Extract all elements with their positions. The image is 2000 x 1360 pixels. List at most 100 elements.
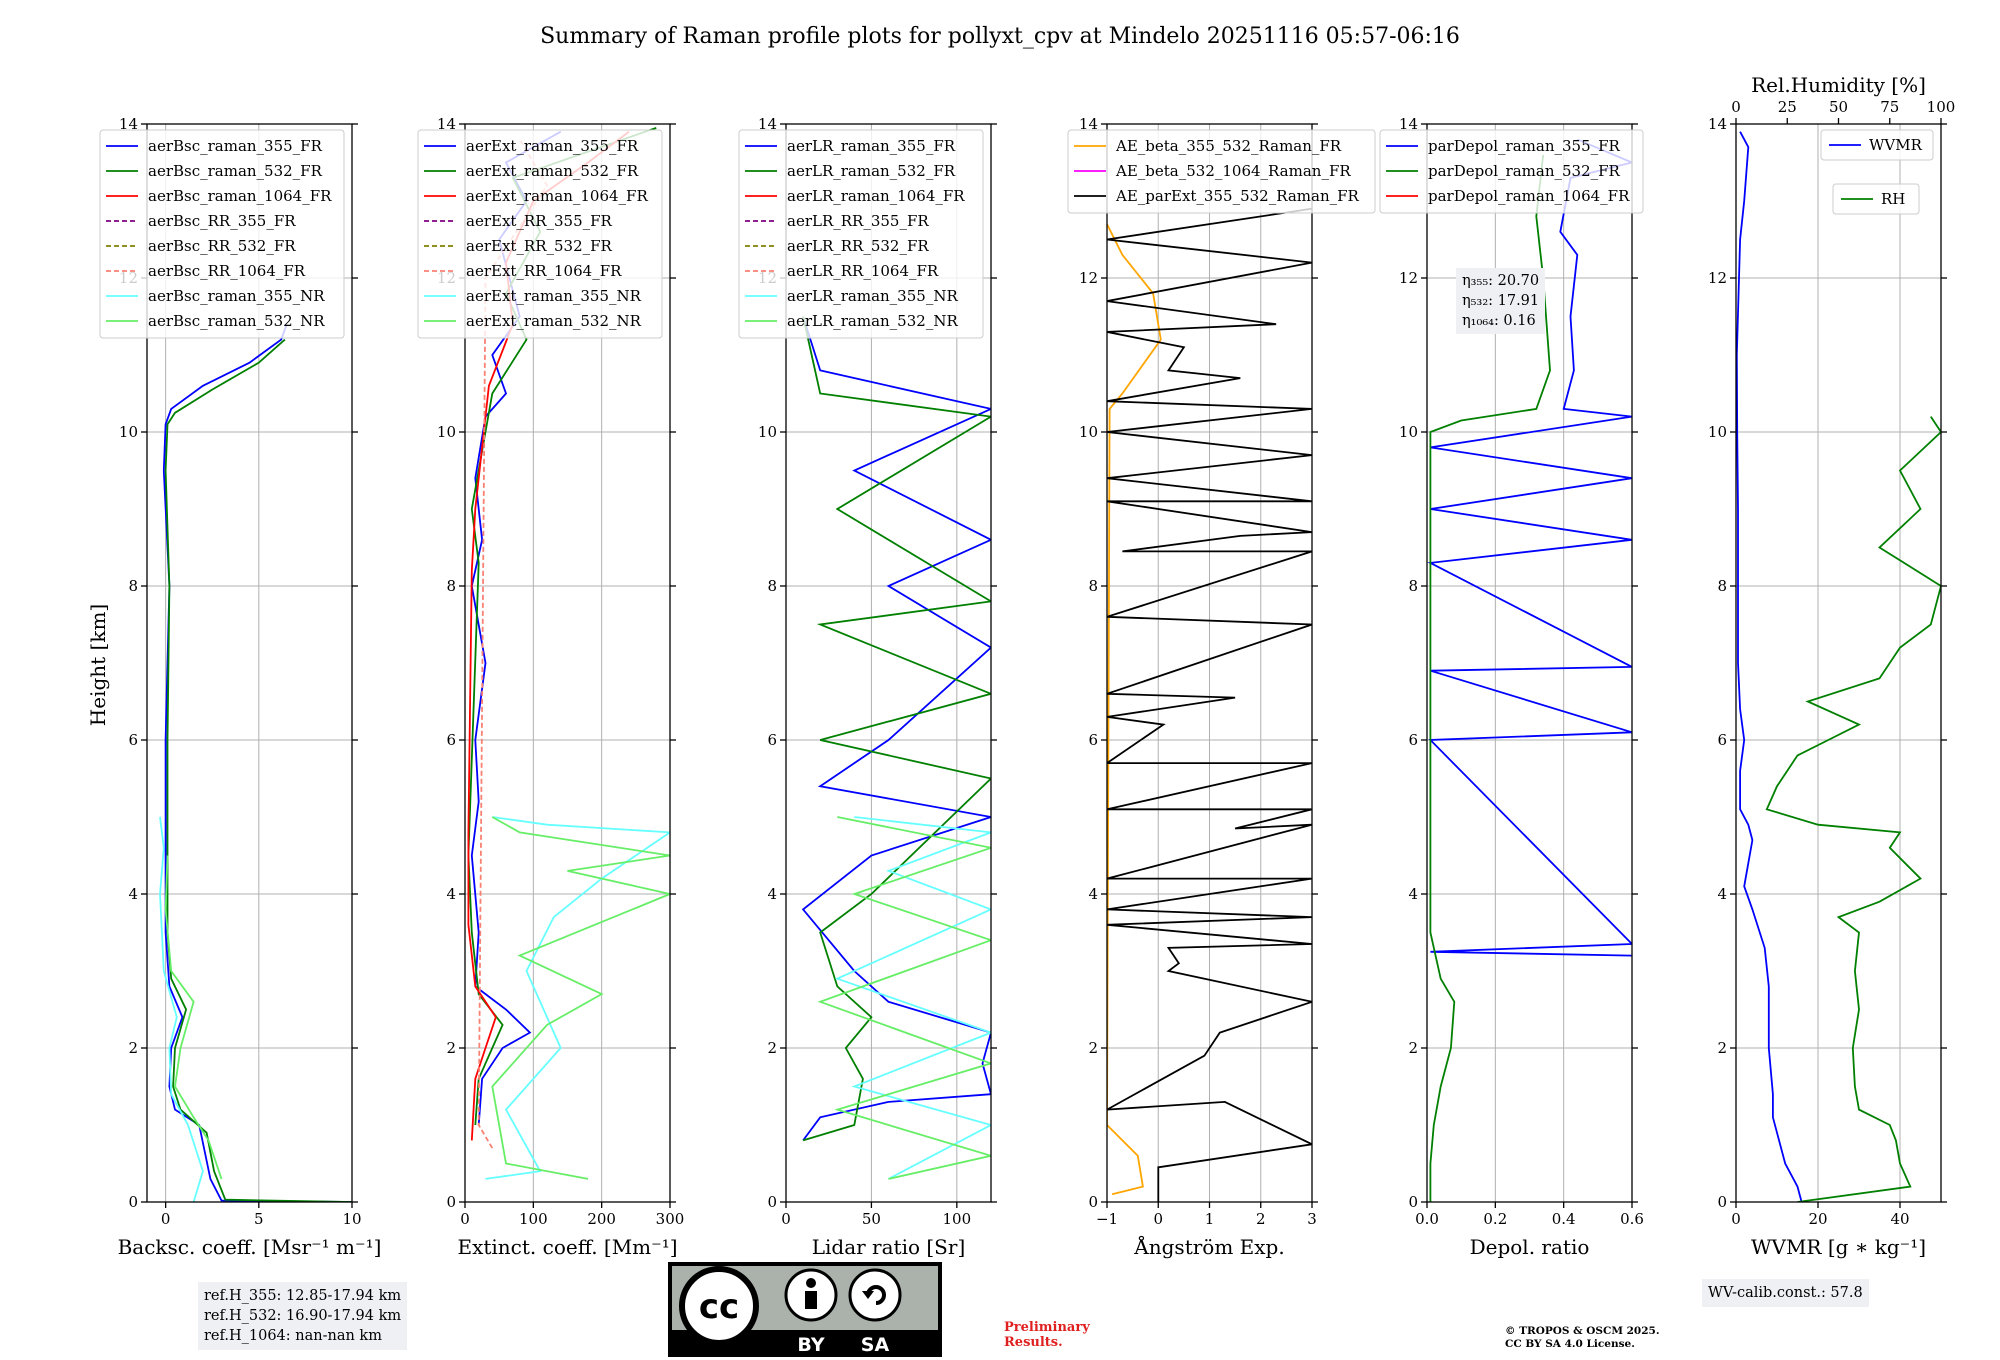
y-tick-label: 8 xyxy=(1088,577,1098,595)
panel-frame xyxy=(1426,123,1633,1203)
panel-backscatter: 024681012140510Backsc. coeff. [Msr⁻¹ m⁻¹… xyxy=(99,115,382,1259)
y-tick-label: 6 xyxy=(1408,731,1418,749)
x-axis-label: Backsc. coeff. [Msr⁻¹ m⁻¹] xyxy=(118,1235,382,1259)
legend-box xyxy=(99,129,345,339)
y-tick-label: 6 xyxy=(1088,731,1098,749)
legend-label: aerLR_RR_355_FR xyxy=(787,212,929,230)
legend-label: aerLR_raman_355_NR xyxy=(787,287,958,305)
series-group xyxy=(159,323,352,1202)
legend-label: parDepol_raman_1064_FR xyxy=(1428,187,1630,205)
y-tick-label: 2 xyxy=(128,1039,138,1057)
y-tick-label: 0 xyxy=(446,1193,456,1211)
eta-532: η₅₃₂: 17.91 xyxy=(1462,293,1540,309)
x-tick-label: 0 xyxy=(1731,1210,1741,1228)
x-tick-label: 2 xyxy=(1256,1210,1266,1228)
figure-title: Summary of Raman profile plots for polly… xyxy=(540,24,1460,49)
y-tick-label: 8 xyxy=(1717,577,1727,595)
y-tick-label: 0 xyxy=(1717,1193,1727,1211)
y-tick-label: 4 xyxy=(128,885,138,903)
legend-label: aerBsc_raman_355_NR xyxy=(148,287,325,305)
legend-box xyxy=(417,129,663,339)
x-axis-label: WVMR [g ∗ kg⁻¹] xyxy=(1751,1235,1926,1259)
legend-label: aerLR_raman_1064_FR xyxy=(787,187,965,205)
y-tick-label: 6 xyxy=(446,731,456,749)
legend-label: AE_parExt_355_532_Raman_FR xyxy=(1115,187,1360,205)
y-tick-label: 4 xyxy=(446,885,456,903)
y-tick-label: 14 xyxy=(437,115,456,133)
y-tick-label: 12 xyxy=(1079,269,1098,287)
y-tick-label: 0 xyxy=(1408,1193,1418,1211)
y-tick-label: 10 xyxy=(1079,423,1098,441)
legend-label: aerLR_raman_355_FR xyxy=(787,137,956,155)
preliminary-note: Preliminary Results. xyxy=(1004,1320,1090,1350)
series-line-RH xyxy=(1765,416,1941,1202)
sa-share-icon xyxy=(848,1268,902,1322)
x-tick-label: 0 xyxy=(1153,1210,1163,1228)
y-tick-label: 14 xyxy=(1079,115,1098,133)
x-top-tick-label: 50 xyxy=(1829,98,1848,116)
legend-label-rh: RH xyxy=(1881,190,1905,208)
y-axis-label: Height [km] xyxy=(86,604,110,726)
legend-label: aerLR_RR_1064_FR xyxy=(787,262,939,280)
legend-label: parDepol_raman_532_FR xyxy=(1428,162,1621,180)
y-tick-label: 0 xyxy=(128,1193,138,1211)
legend-box xyxy=(1832,183,1920,215)
y-tick-label: 4 xyxy=(1717,885,1727,903)
y-tick-label: 6 xyxy=(128,731,138,749)
y-tick-label: 14 xyxy=(1708,115,1727,133)
series-line-aerLR_raman_355_NR xyxy=(834,816,991,1180)
x-tick-label: 0 xyxy=(460,1210,470,1228)
wv-calibration-box: WV-calib.const.: 57.8 xyxy=(1702,1279,1869,1307)
y-tick-label: 2 xyxy=(1088,1039,1098,1057)
x-tick-label: 20 xyxy=(1808,1210,1827,1228)
x-tick-label: 40 xyxy=(1890,1210,1909,1228)
copyright-note: © TROPOS & OSCM 2025. CC BY SA 4.0 Licen… xyxy=(1505,1325,1660,1350)
panel-frame xyxy=(464,123,671,1203)
series-line-aerExt_raman_532_NR xyxy=(491,816,670,1180)
y-tick-label: 10 xyxy=(437,423,456,441)
legend-label: aerExt_RR_1064_FR xyxy=(466,262,622,280)
x-tick-label: 1 xyxy=(1205,1210,1215,1228)
series-group xyxy=(1427,138,1632,1202)
legend-lidar_ratio: aerLR_raman_355_FR aerLR_raman_532_FR aerL… xyxy=(738,129,984,339)
x-top-tick-label: 100 xyxy=(1927,98,1956,116)
legend-label: aerBsc_RR_532_FR xyxy=(148,237,296,255)
x-axis-label: Lidar ratio [Sr] xyxy=(812,1235,966,1259)
x-tick-label: 0.0 xyxy=(1415,1210,1439,1228)
x-tick-label: 3 xyxy=(1307,1210,1317,1228)
panel-lidar_ratio: 02468101214050100Lidar ratio [Sr]aerLR_r… xyxy=(738,115,997,1259)
x-tick-label: 0 xyxy=(161,1210,171,1228)
by-text: BY xyxy=(797,1334,824,1356)
eta-annotation-box: η₃₅₅: 20.70 η₅₃₂: 17.91 η₁₀₆₄: 0.16 xyxy=(1456,268,1546,334)
panel-frame xyxy=(785,123,992,1203)
series-line-aerLR_raman_532_FR xyxy=(802,316,991,1142)
legend-label: AE_beta_355_532_Raman_FR xyxy=(1115,137,1342,155)
eta-1064: η₁₀₆₄: 0.16 xyxy=(1462,313,1536,329)
x-tick-label: 100 xyxy=(943,1210,972,1228)
y-tick-label: 14 xyxy=(119,115,138,133)
legend-label: aerLR_RR_532_FR xyxy=(787,237,929,255)
legend-label: aerLR_raman_532_FR xyxy=(787,162,956,180)
x-top-axis-label: Rel.Humidity [%] xyxy=(1751,73,1926,97)
legend-depolarization: parDepol_raman_355_FR parDepol_raman_532_… xyxy=(1379,129,1644,214)
cc-icon xyxy=(679,1266,759,1346)
series-group xyxy=(1736,131,1941,1202)
eta-355: η₃₅₅: 20.70 xyxy=(1462,273,1540,289)
x-axis-label: Extinct. coeff. [Mm⁻¹] xyxy=(457,1235,677,1259)
x-top-tick-label: 75 xyxy=(1880,98,1899,116)
ref-height-1064: ref.H_1064: nan-nan km xyxy=(204,1328,382,1344)
x-tick-label: −1 xyxy=(1096,1210,1118,1228)
y-tick-label: 8 xyxy=(1408,577,1418,595)
legend-wvmr: WVMR xyxy=(1820,129,1934,161)
x-tick-label: 0.4 xyxy=(1552,1210,1576,1228)
legend-label: aerExt_raman_355_FR xyxy=(466,137,639,155)
legend-label: aerExt_raman_355_NR xyxy=(466,287,642,305)
y-tick-label: 4 xyxy=(1408,885,1418,903)
cc-license-badge: cc BY SA xyxy=(668,1262,942,1357)
legend-extinction: aerExt_raman_355_FR aerExt_raman_532_FRae… xyxy=(417,129,663,339)
panel-extinction: 024681012140100200300Extinct. coeff. [Mm… xyxy=(417,115,684,1259)
legend-label: aerExt_raman_1064_FR xyxy=(466,187,648,205)
x-tick-label: 100 xyxy=(519,1210,548,1228)
ref-height-532: ref.H_532: 16.90-17.94 km xyxy=(204,1308,402,1324)
